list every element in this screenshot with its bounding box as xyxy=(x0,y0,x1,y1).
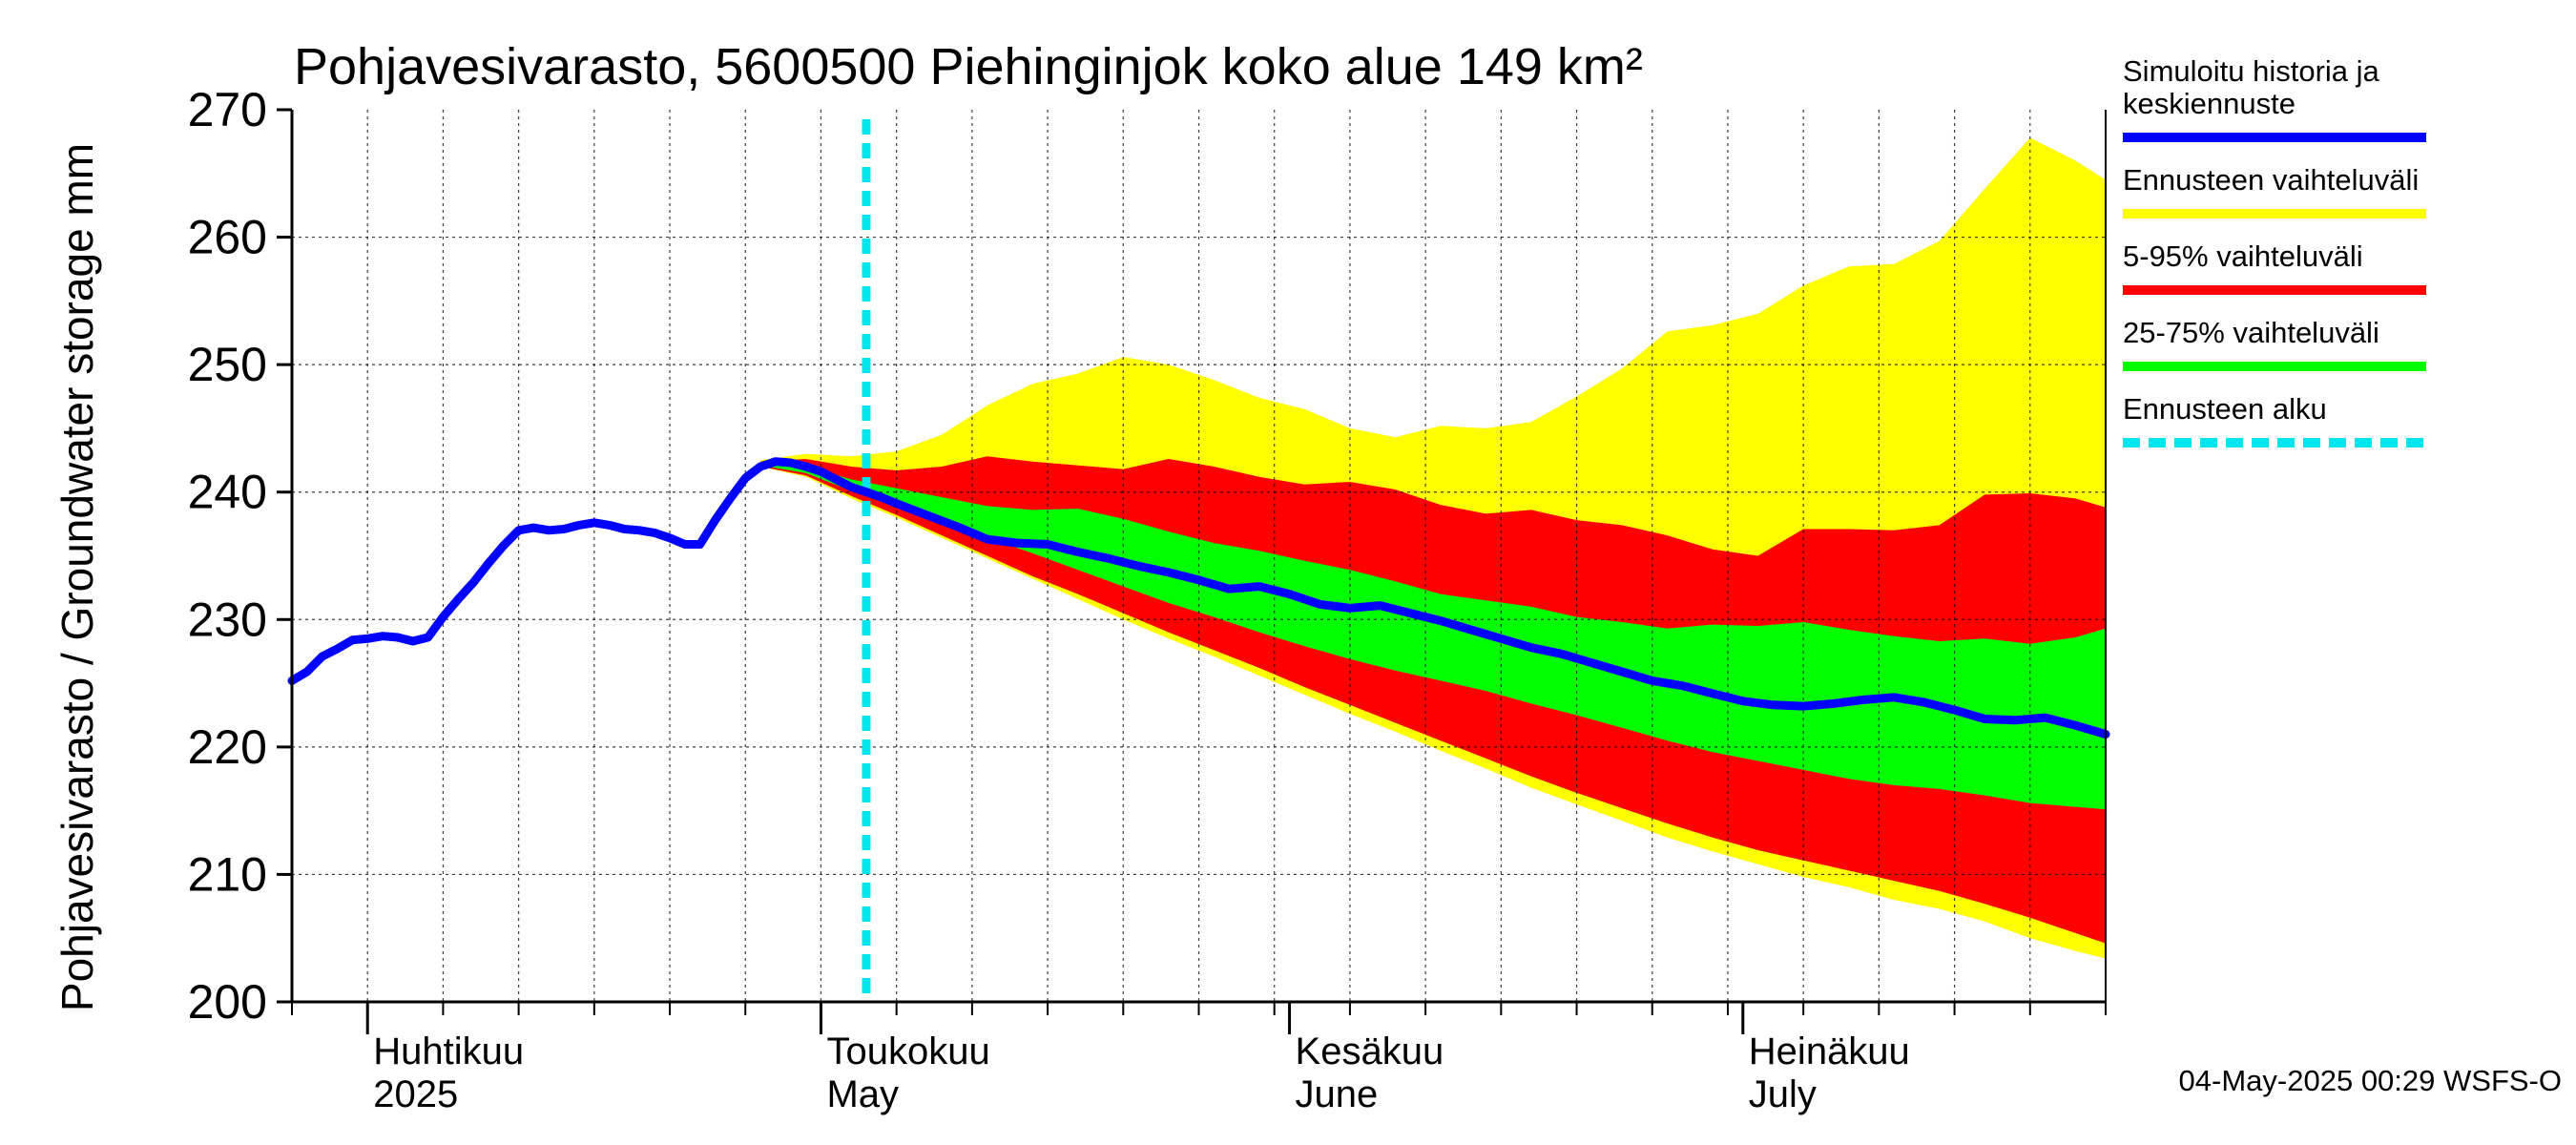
x-month-sublabel: June xyxy=(1296,1073,1379,1115)
y-tick-label: 240 xyxy=(188,466,267,519)
y-tick-label: 230 xyxy=(188,593,267,646)
legend-label-ennusteen-alku: Ennusteen alku xyxy=(2123,392,2327,426)
x-month-sublabel: 2025 xyxy=(373,1073,458,1115)
x-month-sublabel: May xyxy=(826,1073,899,1115)
x-month-label: Heinäkuu xyxy=(1749,1030,1910,1072)
legend-label-simuloitu-historia-ja-keskiennuste: keskiennuste xyxy=(2123,87,2296,120)
band-25-75-vaihteluv-li xyxy=(760,463,2106,810)
timestamp-label: 04-May-2025 00:29 WSFS-O xyxy=(2179,1064,2562,1097)
y-tick-label: 250 xyxy=(188,338,267,391)
series-line-simulated-history xyxy=(287,457,2110,739)
chart-title: Pohjavesivarasto, 5600500 Piehinginjok k… xyxy=(294,38,1643,95)
legend-label-simuloitu-historia-ja-keskiennuste: Simuloitu historia ja xyxy=(2123,54,2380,88)
y-tick-label: 200 xyxy=(188,975,267,1029)
y-tick-label: 270 xyxy=(188,83,267,136)
x-month-sublabel: July xyxy=(1749,1073,1817,1115)
x-month-label: Toukokuu xyxy=(826,1030,989,1072)
legend-label-5-95-vaihteluv-li: 5-95% vaihteluväli xyxy=(2123,239,2363,273)
y-axis-label: Pohjavesivarasto / Groundwater storage m… xyxy=(52,143,102,1011)
x-month-label: Kesäkuu xyxy=(1296,1030,1444,1072)
band-5-95-vaihteluv-li xyxy=(760,456,2106,944)
y-tick-label: 210 xyxy=(188,847,267,901)
y-tick-label: 220 xyxy=(188,720,267,774)
x-month-label: Huhtikuu xyxy=(373,1030,524,1072)
y-tick-label: 260 xyxy=(188,211,267,264)
legend-label-ennusteen-vaihteluv-li: Ennusteen vaihteluväli xyxy=(2123,163,2419,197)
plot-area xyxy=(287,110,2110,1002)
legend-label-25-75-vaihteluv-li: 25-75% vaihteluväli xyxy=(2123,316,2379,349)
